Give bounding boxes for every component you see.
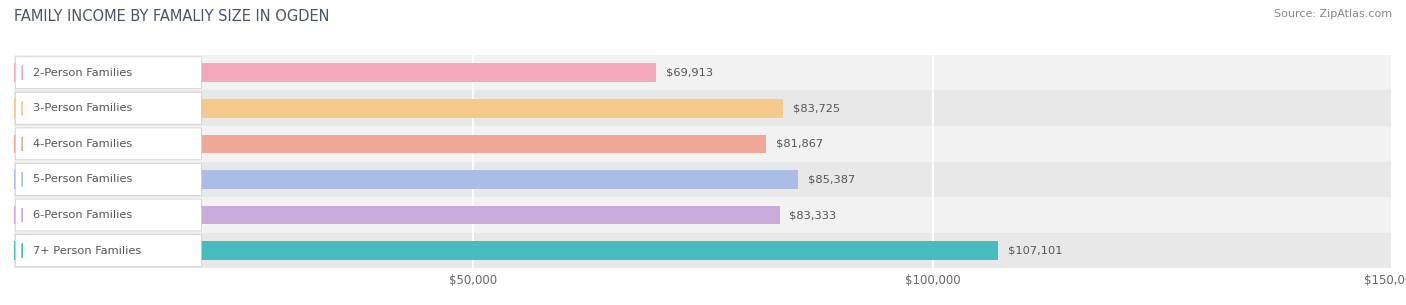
- Text: 7+ Person Families: 7+ Person Families: [34, 246, 142, 256]
- Text: 3-Person Families: 3-Person Families: [34, 103, 132, 113]
- Text: $107,101: $107,101: [1008, 246, 1062, 256]
- FancyBboxPatch shape: [15, 92, 201, 124]
- Text: 5-Person Families: 5-Person Families: [34, 174, 132, 185]
- FancyBboxPatch shape: [15, 235, 201, 267]
- FancyBboxPatch shape: [15, 163, 201, 195]
- Text: $83,725: $83,725: [793, 103, 839, 113]
- Bar: [14, 206, 779, 224]
- Bar: [14, 91, 1392, 126]
- Bar: [14, 126, 1392, 162]
- Text: $81,867: $81,867: [776, 139, 823, 149]
- Bar: [14, 99, 783, 117]
- Text: FAMILY INCOME BY FAMALIY SIZE IN OGDEN: FAMILY INCOME BY FAMALIY SIZE IN OGDEN: [14, 9, 329, 24]
- Bar: [14, 233, 1392, 268]
- Bar: [14, 55, 1392, 91]
- Bar: [14, 135, 766, 153]
- Bar: [14, 197, 1392, 233]
- Text: Source: ZipAtlas.com: Source: ZipAtlas.com: [1274, 9, 1392, 19]
- FancyBboxPatch shape: [15, 199, 201, 231]
- Bar: [14, 63, 657, 82]
- Bar: [14, 162, 1392, 197]
- Text: $85,387: $85,387: [808, 174, 855, 185]
- Bar: [14, 241, 998, 260]
- Text: 6-Person Families: 6-Person Families: [34, 210, 132, 220]
- Text: $83,333: $83,333: [789, 210, 837, 220]
- Text: 2-Person Families: 2-Person Families: [34, 68, 132, 78]
- Text: 4-Person Families: 4-Person Families: [34, 139, 132, 149]
- Bar: [14, 170, 799, 189]
- Text: $69,913: $69,913: [666, 68, 713, 78]
- FancyBboxPatch shape: [15, 57, 201, 88]
- FancyBboxPatch shape: [15, 128, 201, 160]
